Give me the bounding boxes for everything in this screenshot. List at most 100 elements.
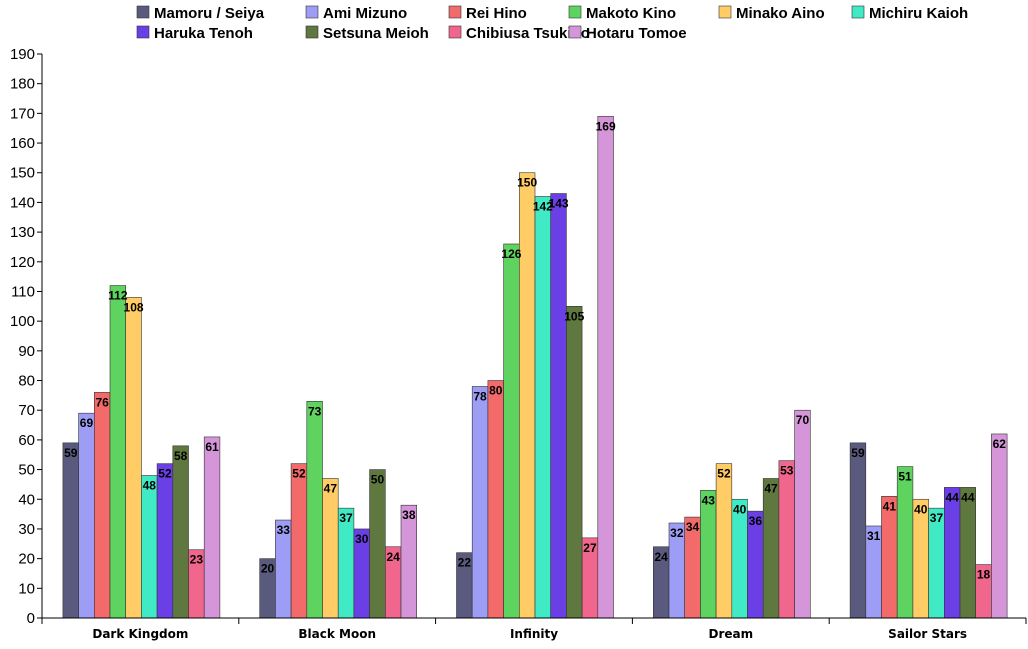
data-label: 20: [261, 562, 275, 576]
data-label: 51: [898, 470, 912, 484]
data-labels: 5969761121084852582361203352734737305024…: [64, 119, 1006, 581]
legend-label: Ami Mizuno: [323, 5, 407, 22]
y-tick-label: 150: [10, 165, 35, 182]
legend-swatch: [136, 5, 150, 19]
legend-swatch: [448, 25, 462, 39]
data-label: 37: [339, 511, 353, 525]
data-label: 44: [945, 490, 959, 504]
bar: [503, 243, 520, 619]
data-label: 32: [670, 526, 684, 540]
y-tick-label: 100: [10, 313, 35, 330]
category-label: Dark Kingdom: [92, 627, 188, 641]
data-label: 40: [914, 502, 928, 516]
y-tick-label: 30: [18, 521, 35, 538]
bar: [731, 498, 748, 619]
data-label: 24: [386, 550, 400, 564]
bar: [715, 463, 733, 619]
legend-swatch: [568, 25, 582, 39]
data-label: 47: [764, 481, 778, 495]
data-label: 52: [158, 467, 172, 481]
y-tick-label: 130: [10, 224, 35, 241]
bar: [700, 490, 717, 619]
bar: [881, 495, 898, 619]
data-label: 62: [993, 437, 1007, 451]
bar: [322, 478, 339, 619]
y-tick-label: 50: [18, 462, 35, 479]
bar: [534, 196, 551, 619]
legend-label: Mamoru / Seiya: [154, 5, 265, 22]
bar: [959, 487, 976, 619]
bars: [62, 116, 1008, 619]
data-label: 52: [292, 467, 306, 481]
bar: [62, 442, 79, 619]
bar: [762, 478, 780, 619]
bar: [109, 285, 126, 619]
bar: [518, 172, 536, 619]
legend: Mamoru / Seiya Ami Mizuno Rei Hino Makoto K…: [136, 5, 968, 42]
data-label: 44: [961, 490, 975, 504]
data-label: 105: [564, 309, 584, 323]
y-tick-label: 190: [10, 46, 35, 63]
bar: [78, 412, 95, 619]
y-tick-label: 110: [11, 283, 35, 300]
data-label: 53: [780, 464, 794, 478]
data-label: 78: [473, 389, 487, 403]
y-tick-label: 20: [18, 551, 35, 568]
bar: [794, 409, 811, 619]
category-label: Dream: [708, 627, 753, 641]
data-label: 22: [458, 556, 472, 570]
data-label: 31: [867, 529, 881, 543]
data-label: 69: [80, 416, 94, 430]
legend-swatch: [718, 5, 732, 19]
bar: [778, 460, 795, 619]
bar: [141, 475, 158, 619]
legend-label: Rei Hino: [466, 5, 527, 22]
data-label: 70: [796, 413, 810, 427]
data-label: 38: [402, 508, 416, 522]
data-label: 27: [583, 541, 597, 555]
data-label: 59: [851, 446, 865, 460]
bar: [471, 386, 489, 619]
data-label: 80: [489, 384, 503, 398]
bar: [125, 297, 142, 619]
category-label: Sailor Stars: [888, 627, 967, 641]
axes: 0 10 20 30 40 50 60 70 80 90 100 110 120 130 140 150 160…: [10, 46, 1027, 641]
data-label: 150: [517, 176, 537, 190]
data-label: 24: [654, 550, 668, 564]
data-label: 126: [501, 247, 521, 261]
bar: [550, 193, 567, 619]
category-label: Infinity: [510, 627, 558, 641]
bar: [849, 442, 867, 619]
bar: [991, 433, 1008, 619]
data-label: 61: [205, 440, 219, 454]
data-label: 169: [596, 119, 616, 133]
bar: [597, 116, 614, 619]
data-label: 30: [355, 532, 369, 546]
bar: [943, 487, 961, 619]
legend-swatch: [851, 5, 865, 19]
data-label: 43: [702, 493, 716, 507]
data-label: 108: [124, 300, 144, 314]
y-tick-label: 170: [10, 105, 35, 122]
data-label: 73: [308, 404, 322, 418]
legend-swatch: [448, 5, 462, 19]
bar: [203, 436, 221, 619]
y-tick-label: 120: [10, 254, 35, 271]
y-tick-label: 70: [18, 402, 35, 419]
data-label: 37: [930, 511, 944, 525]
legend-swatch: [305, 5, 319, 19]
legend-swatch: [136, 25, 150, 39]
data-label: 52: [717, 467, 731, 481]
data-label: 143: [549, 197, 569, 211]
legend-swatch: [568, 5, 582, 19]
data-label: 33: [277, 523, 291, 537]
data-label: 142: [533, 199, 553, 213]
category-label: Black Moon: [298, 627, 376, 641]
y-tick-label: 140: [10, 194, 35, 211]
legend-label: Minako Aino: [736, 5, 825, 22]
legend-label: Setsuna Meioh: [323, 25, 429, 42]
data-label: 34: [686, 520, 700, 534]
legend-label: Makoto Kino: [586, 5, 676, 22]
legend-swatch: [305, 25, 319, 39]
y-tick-label: 160: [10, 135, 35, 152]
